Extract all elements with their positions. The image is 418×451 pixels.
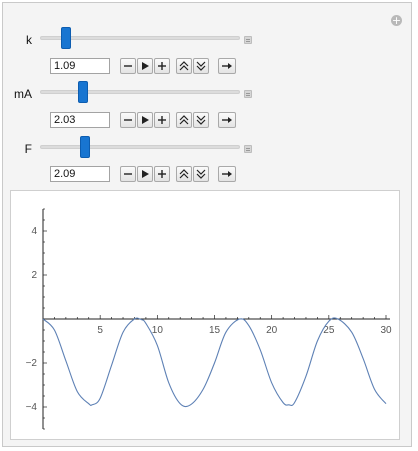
series-line — [42, 317, 387, 408]
F-slider[interactable] — [40, 145, 240, 149]
slower-icon — [196, 115, 206, 125]
slower-icon — [196, 169, 206, 179]
mA-value-field[interactable]: 2.03 — [50, 112, 110, 128]
mA-slider[interactable] — [40, 90, 240, 94]
mA-slower-button[interactable] — [193, 112, 209, 128]
direction-icon — [221, 169, 233, 179]
x-tick-label: 25 — [323, 325, 335, 336]
mA-faster-button[interactable] — [176, 112, 192, 128]
x-tick-label: 20 — [266, 325, 278, 336]
mA-expand-button[interactable] — [244, 90, 252, 98]
k-minus-button[interactable] — [120, 58, 136, 74]
play-icon — [140, 169, 150, 179]
k-slower-button[interactable] — [193, 58, 209, 74]
y-tick-label: −2 — [26, 358, 38, 369]
x-tick-label: 10 — [152, 325, 164, 336]
play-icon — [140, 115, 150, 125]
mA-direction-button[interactable] — [218, 112, 236, 128]
k-label: k — [26, 33, 32, 47]
F-slider-thumb[interactable] — [79, 136, 90, 158]
minus-icon — [123, 115, 133, 125]
F-play-button[interactable] — [137, 166, 153, 182]
plus-icon — [157, 115, 167, 125]
mA-slider-thumb[interactable] — [78, 81, 88, 103]
direction-icon — [221, 61, 233, 71]
plus-icon — [157, 169, 167, 179]
k-plus-button[interactable] — [154, 58, 170, 74]
x-tick-label: 15 — [209, 325, 221, 336]
play-icon — [140, 61, 150, 71]
F-label: F — [24, 142, 32, 156]
k-value-field[interactable]: 1.09 — [50, 58, 110, 74]
F-plus-button[interactable] — [154, 166, 170, 182]
direction-icon — [221, 115, 233, 125]
F-expand-button[interactable] — [244, 145, 252, 153]
y-tick-label: 4 — [31, 226, 37, 237]
k-slider-thumb[interactable] — [60, 27, 71, 49]
plus-icon — [157, 61, 167, 71]
add-icon[interactable]: + — [391, 14, 402, 27]
mA-plus-button[interactable] — [154, 112, 170, 128]
F-direction-button[interactable] — [218, 166, 236, 182]
plot-chart: 5 10 15 20 25 30 4 2 −2 −4 — [26, 208, 392, 430]
x-tick-label: 5 — [97, 325, 103, 336]
k-slider[interactable] — [40, 36, 240, 40]
minus-icon — [123, 61, 133, 71]
F-minus-button[interactable] — [120, 166, 136, 182]
faster-icon — [179, 115, 189, 125]
y-tick-label: −4 — [26, 402, 38, 413]
mA-label: mA — [14, 87, 32, 101]
mA-minus-button[interactable] — [120, 112, 136, 128]
faster-icon — [179, 61, 189, 71]
F-faster-button[interactable] — [176, 166, 192, 182]
k-faster-button[interactable] — [176, 58, 192, 74]
k-play-button[interactable] — [137, 58, 153, 74]
mA-play-button[interactable] — [137, 112, 153, 128]
F-slower-button[interactable] — [193, 166, 209, 182]
faster-icon — [179, 169, 189, 179]
minus-icon — [123, 169, 133, 179]
slower-icon — [196, 61, 206, 71]
F-value-field[interactable]: 2.09 — [50, 166, 110, 182]
x-tick-label: 30 — [380, 325, 392, 336]
k-direction-button[interactable] — [218, 58, 236, 74]
y-tick-label: 2 — [31, 270, 37, 281]
k-expand-button[interactable] — [244, 36, 252, 44]
plot-area: 5 10 15 20 25 30 4 2 −2 −4 — [10, 190, 400, 440]
